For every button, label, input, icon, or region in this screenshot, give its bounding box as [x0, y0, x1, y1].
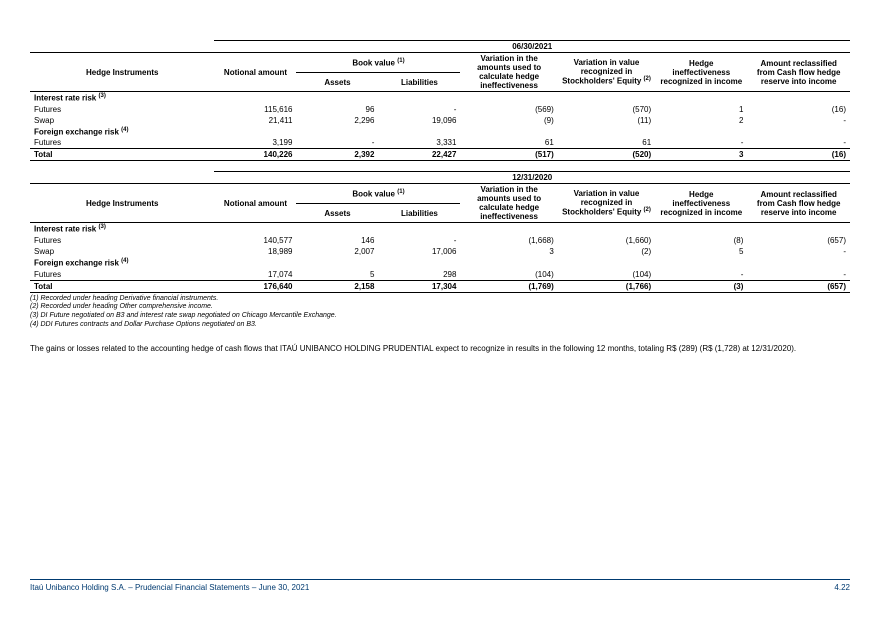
hdr-bookvalue: Book value (1): [296, 53, 460, 73]
table-b-date: 12/31/2020: [214, 172, 850, 184]
hdr-hedge-ineff-b: Hedge ineffectiveness recognized in inco…: [655, 184, 747, 223]
table-row: Swap 21,411 2,296 19,096 (9) (11) 2 -: [30, 115, 850, 126]
hdr-liab-b: Liabilities: [378, 204, 460, 223]
section-fx: Foreign exchange risk (4): [30, 126, 850, 138]
table-row: Futures 17,074 5 298 (104) (104) - -: [30, 269, 850, 281]
hedge-table-2021: 06/30/2021 Hedge Instruments Notional am…: [30, 40, 850, 161]
footnote-1: (1) Recorded under heading Derivative fi…: [30, 295, 850, 304]
footnote-2: (2) Recorded under heading Other compreh…: [30, 303, 850, 312]
page-content: 06/30/2021 Hedge Instruments Notional am…: [0, 0, 880, 354]
hdr-var-eq: Variation in value recognized in Stockho…: [558, 53, 655, 92]
table-total-row: Total 140,226 2,392 22,427 (517) (520) 3…: [30, 149, 850, 161]
hdr-notional: Notional amount: [214, 53, 296, 92]
hdr-assets: Assets: [296, 73, 378, 92]
hdr-liab: Liabilities: [378, 73, 460, 92]
hdr-notional-b: Notional amount: [214, 184, 296, 223]
hdr-hedge-ineff: Hedge ineffectiveness recognized in inco…: [655, 53, 747, 92]
hdr-reclass-b: Amount reclassified from Cash flow hedge…: [747, 184, 850, 223]
hdr-assets-b: Assets: [296, 204, 378, 223]
table-row: Futures 115,616 96 - (569) (570) 1 (16): [30, 104, 850, 115]
hdr-reclass: Amount reclassified from Cash flow hedge…: [747, 53, 850, 92]
hedge-table-2020: 12/31/2020 Hedge Instruments Notional am…: [30, 171, 850, 292]
page-footer: Itaú Unibanco Holding S.A. – Prudencial …: [30, 579, 850, 592]
footnote-3: (3) DI Future negotiated on B3 and inter…: [30, 312, 850, 321]
hdr-var-ineff-b: Variation in the amounts used to calcula…: [460, 184, 557, 223]
section-fx-b: Foreign exchange risk (4): [30, 257, 850, 269]
hdr-hedge-b: Hedge Instruments: [30, 184, 214, 223]
hdr-hedge: Hedge Instruments: [30, 53, 214, 92]
hdr-var-ineff: Variation in the amounts used to calcula…: [460, 53, 557, 92]
hdr-var-eq-b: Variation in value recognized in Stockho…: [558, 184, 655, 223]
section-int-rate: Interest rate risk (3): [30, 92, 850, 104]
hdr-bookvalue-b: Book value (1): [296, 184, 460, 204]
footer-right: 4.22: [834, 583, 850, 592]
table-total-row: Total 176,640 2,158 17,304 (1,769) (1,76…: [30, 280, 850, 292]
body-paragraph: The gains or losses related to the accou…: [30, 344, 850, 354]
table-row: Futures 140,577 146 - (1,668) (1,660) (8…: [30, 235, 850, 246]
section-int-rate-b: Interest rate risk (3): [30, 223, 850, 235]
table-a-date: 06/30/2021: [214, 41, 850, 53]
footer-left: Itaú Unibanco Holding S.A. – Prudencial …: [30, 583, 309, 592]
table-row: Swap 18,989 2,007 17,006 3 (2) 5 -: [30, 246, 850, 257]
footnotes: (1) Recorded under heading Derivative fi…: [30, 295, 850, 330]
table-row: Futures 3,199 - 3,331 61 61 - -: [30, 137, 850, 149]
footnote-4: (4) DDI Futures contracts and Dollar Pur…: [30, 321, 850, 330]
